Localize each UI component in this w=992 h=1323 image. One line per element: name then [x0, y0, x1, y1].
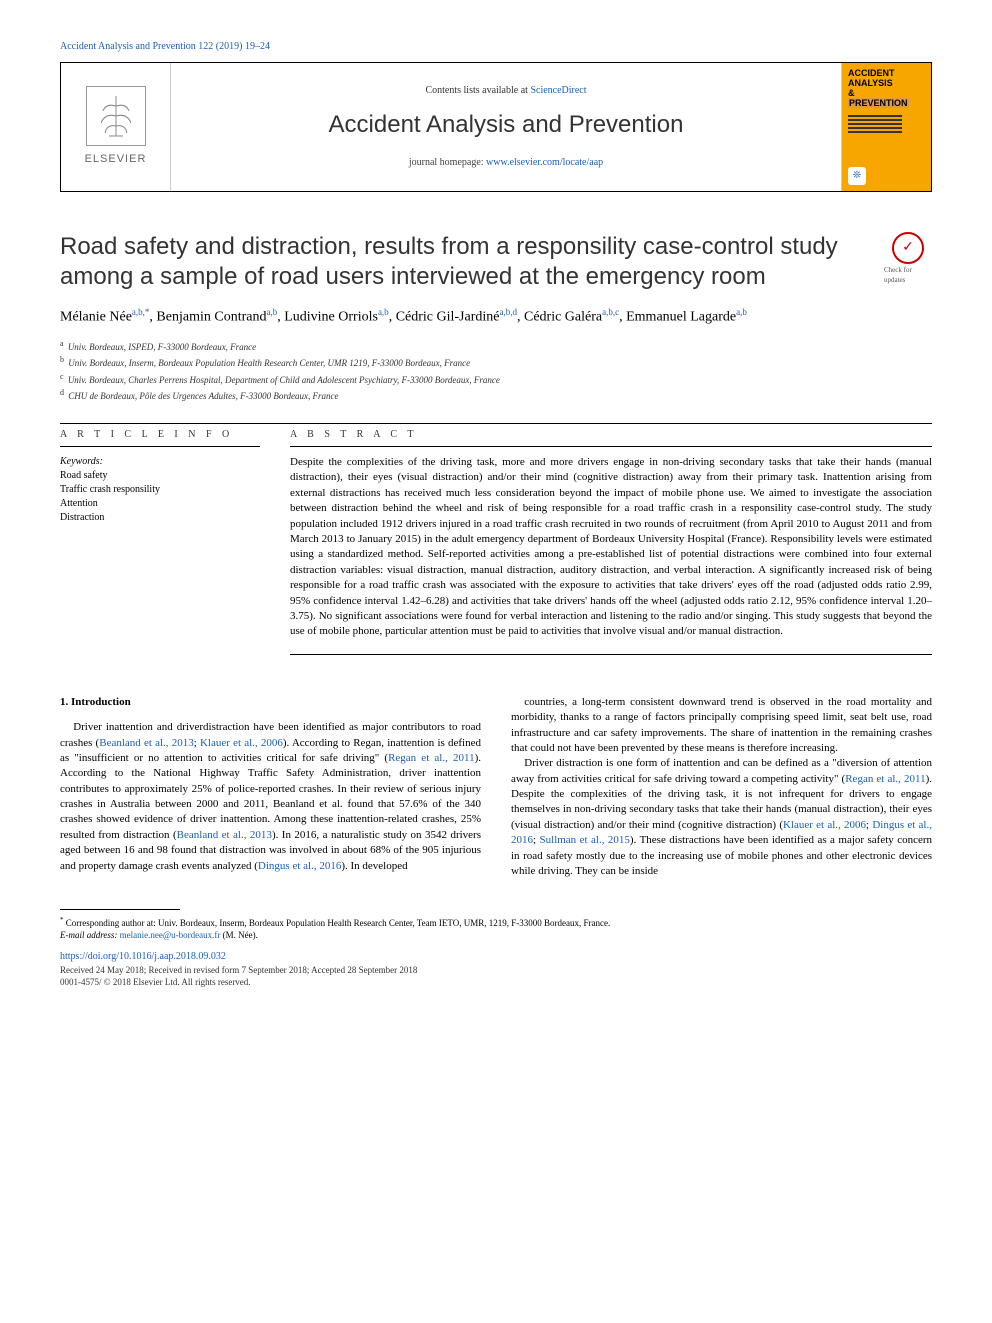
keywords-label: Keywords:: [60, 455, 260, 469]
body-paragraph: Driver inattention and driverdistraction…: [60, 720, 481, 874]
keyword-item: Traffic crash responsility: [60, 483, 260, 497]
affiliations: a Univ. Bordeaux, ISPED, F-33000 Bordeau…: [60, 338, 932, 403]
check-updates-badge[interactable]: ✓ Check for updates: [884, 232, 932, 286]
keyword-item: Attention: [60, 497, 260, 511]
affiliation-line: b Univ. Bordeaux, Inserm, Bordeaux Popul…: [60, 354, 932, 370]
abstract-column: A B S T R A C T Despite the complexities…: [290, 428, 932, 655]
affiliation-line: a Univ. Bordeaux, ISPED, F-33000 Bordeau…: [60, 338, 932, 354]
article-info-column: A R T I C L E I N F O Keywords: Road saf…: [60, 428, 260, 655]
body-paragraph: countries, a long-term consistent downwa…: [511, 695, 932, 757]
copyright-line: 0001-4575/ © 2018 Elsevier Ltd. All righ…: [60, 976, 932, 989]
journal-name: Accident Analysis and Prevention: [329, 108, 684, 142]
abstract-text: Despite the complexities of the driving …: [290, 455, 932, 655]
elsevier-tree-icon: [86, 86, 146, 146]
homepage-link[interactable]: www.elsevier.com/locate/aap: [486, 157, 603, 168]
footnote-rule: [60, 909, 180, 910]
corresponding-footnote: * Corresponding author at: Univ. Bordeau…: [60, 916, 932, 941]
cover-badge-icon: ❊: [848, 167, 866, 185]
journal-cover-thumb: ACCIDENT ANALYSIS & PREVENTION ❊: [841, 63, 931, 191]
journal-header: ELSEVIER Contents lists available at Sci…: [60, 62, 932, 192]
body-paragraph: Driver distraction is one form of inatte…: [511, 756, 932, 879]
affiliation-line: c Univ. Bordeaux, Charles Perrens Hospit…: [60, 371, 932, 387]
elsevier-wordmark: ELSEVIER: [85, 152, 147, 167]
affiliation-line: d CHU de Bordeaux, Pôle des Urgences Adu…: [60, 387, 932, 403]
abstract-label: A B S T R A C T: [290, 428, 932, 447]
article-title: Road safety and distraction, results fro…: [60, 232, 872, 292]
elsevier-logo: ELSEVIER: [61, 63, 171, 191]
journal-issue-link[interactable]: Accident Analysis and Prevention 122 (20…: [60, 40, 932, 54]
section-heading-intro: 1. Introduction: [60, 695, 481, 710]
article-info-label: A R T I C L E I N F O: [60, 428, 260, 447]
doi-link[interactable]: https://doi.org/10.1016/j.aap.2018.09.03…: [60, 950, 932, 964]
journal-homepage: journal homepage: www.elsevier.com/locat…: [409, 156, 603, 170]
sciencedirect-link[interactable]: ScienceDirect: [530, 85, 586, 96]
header-center: Contents lists available at ScienceDirec…: [171, 63, 841, 191]
keywords-list: Road safetyTraffic crash responsilityAtt…: [60, 469, 260, 525]
keyword-item: Road safety: [60, 469, 260, 483]
updates-icon: ✓: [892, 232, 924, 264]
keyword-item: Distraction: [60, 511, 260, 525]
author-email-link[interactable]: melanie.nee@u-bordeaux.fr: [120, 930, 221, 940]
article-body: 1. Introduction Driver inattention and d…: [60, 695, 932, 880]
contents-available: Contents lists available at ScienceDirec…: [425, 84, 586, 98]
article-dates: Received 24 May 2018; Received in revise…: [60, 964, 932, 977]
author-list: Mélanie Néea,b,*, Benjamin Contranda,b, …: [60, 306, 932, 328]
